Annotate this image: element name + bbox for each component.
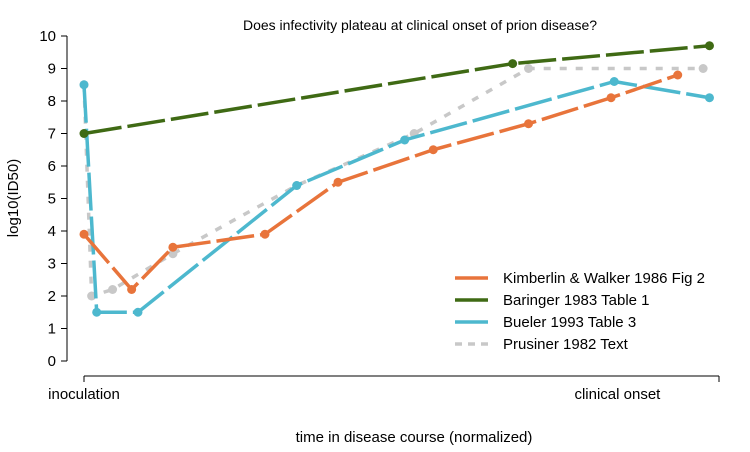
- data-point: [400, 135, 410, 145]
- legend-entry: Baringer 1983 Table 1: [503, 292, 650, 309]
- y-tick-label: 7: [48, 126, 56, 143]
- x-axis: inoculation clinical onset: [48, 375, 720, 403]
- series-layer: [79, 41, 714, 317]
- y-axis: 0 1 2 3 4 5 6 7 8 9 10: [39, 28, 68, 370]
- series-line: [82, 66, 704, 298]
- data-point: [673, 70, 683, 80]
- y-tick-label: 9: [48, 61, 56, 78]
- y-tick-label: 4: [48, 223, 56, 240]
- data-point: [127, 285, 137, 294]
- data-point: [508, 59, 518, 69]
- data-point: [698, 64, 708, 73]
- data-point: [333, 177, 343, 187]
- legend-entry: Bueler 1993 Table 3: [503, 314, 636, 331]
- legend-entry: Kimberlin & Walker 1986 Fig 2: [503, 270, 705, 287]
- data-point: [133, 307, 143, 317]
- data-point: [260, 229, 270, 239]
- y-tick-label: 5: [48, 191, 56, 208]
- data-point: [87, 291, 97, 301]
- x-axis-label: time in disease course (normalized): [296, 429, 533, 446]
- y-tick-label: 3: [48, 256, 56, 273]
- data-point: [606, 93, 616, 103]
- x-tick-label: inoculation: [48, 386, 120, 403]
- data-point: [292, 181, 302, 190]
- data-point: [428, 145, 438, 155]
- data-point: [168, 242, 178, 252]
- series-3: [79, 77, 714, 317]
- series-line: [83, 44, 710, 136]
- data-point: [609, 77, 619, 86]
- y-tick-label: 8: [48, 93, 56, 110]
- data-point: [704, 41, 714, 51]
- data-point: [704, 93, 714, 103]
- legend: Kimberlin & Walker 1986 Fig 2 Baringer 19…: [455, 270, 705, 353]
- data-point: [524, 64, 533, 73]
- y-tick-label: 0: [48, 353, 56, 370]
- x-tick-label: clinical onset: [574, 386, 661, 403]
- data-point: [79, 80, 89, 90]
- legend-entry: Prusiner 1982 Text: [503, 336, 629, 353]
- y-tick-label: 2: [48, 288, 56, 305]
- series-1: [79, 70, 683, 294]
- series-2: [79, 41, 714, 138]
- data-point: [108, 285, 118, 294]
- y-tick-label: 10: [39, 28, 56, 45]
- data-point: [79, 129, 89, 138]
- data-point: [168, 249, 178, 259]
- data-point: [79, 229, 89, 239]
- data-point: [524, 119, 533, 129]
- data-point: [92, 307, 102, 317]
- chart-title: Does infectivity plateau at clinical ons…: [243, 17, 597, 33]
- y-tick-label: 1: [48, 321, 56, 338]
- y-tick-label: 6: [48, 158, 56, 175]
- y-axis-label: log10(ID50): [5, 159, 22, 237]
